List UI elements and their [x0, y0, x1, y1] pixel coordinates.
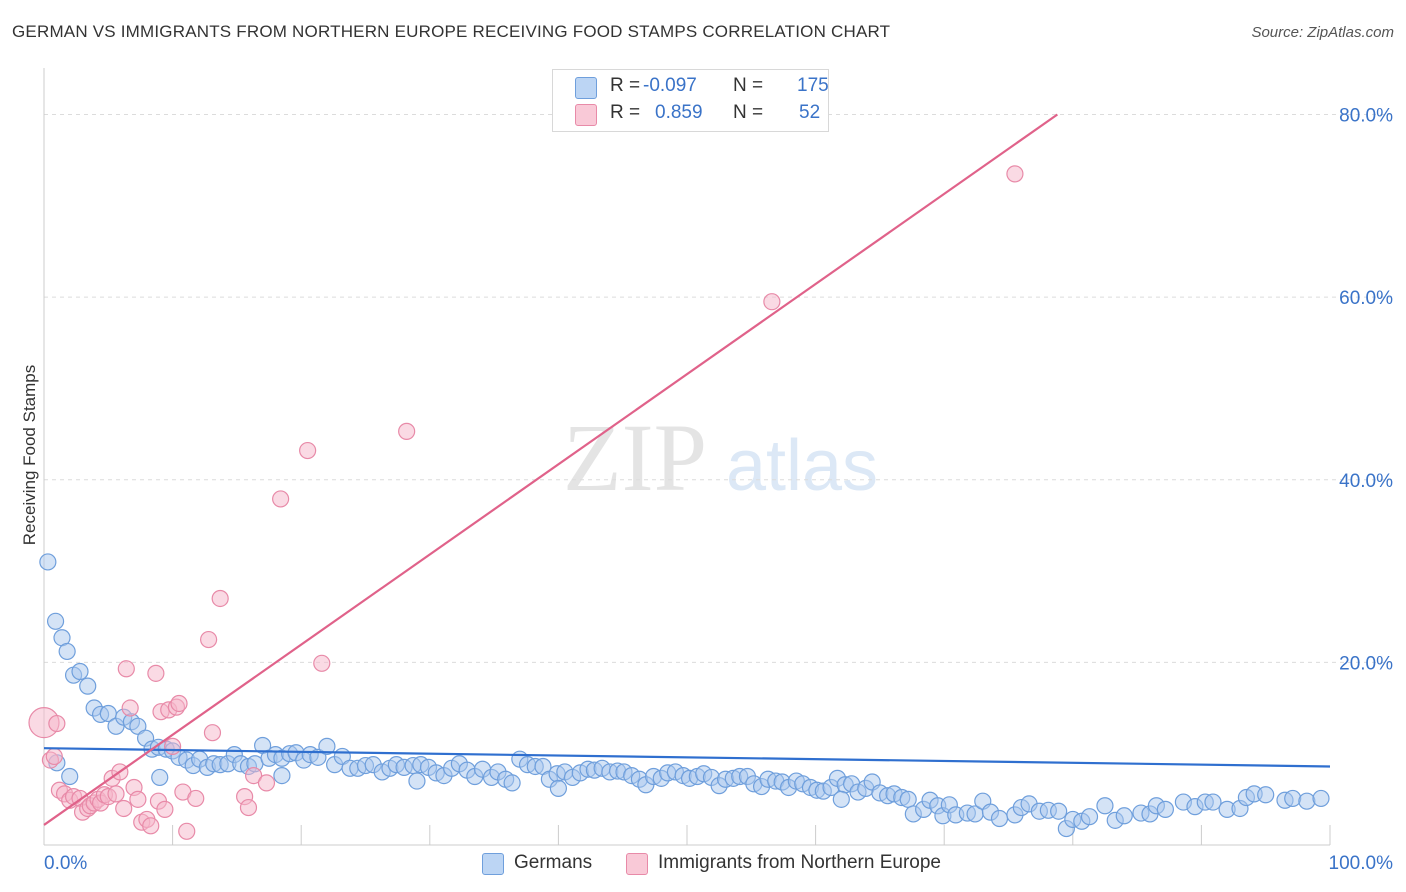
- immigrants-legend-swatch: [626, 853, 648, 875]
- data-point: [1115, 807, 1133, 825]
- data-point: [1050, 802, 1068, 820]
- data-point: [121, 699, 139, 717]
- data-point: [318, 737, 336, 755]
- data-point: [313, 654, 331, 672]
- data-point: [187, 789, 205, 808]
- data-point: [273, 767, 291, 785]
- data-point: [408, 772, 426, 790]
- immigrants-points: [28, 165, 1024, 840]
- data-point: [151, 768, 169, 787]
- data-point: [1312, 789, 1330, 808]
- y-tick-label: 80.0%: [1339, 106, 1393, 127]
- source-label: Source: ZipAtlas.com: [1251, 24, 1394, 41]
- legend-n-label: N =: [733, 75, 764, 96]
- data-point: [58, 642, 76, 661]
- data-point: [61, 767, 79, 786]
- data-point: [899, 790, 917, 808]
- data-point: [147, 664, 165, 682]
- data-point: [46, 612, 65, 630]
- x-tick-labels: 0.0% 100.0%: [44, 853, 1393, 874]
- data-point: [178, 822, 196, 840]
- data-point: [203, 724, 222, 742]
- data-point: [48, 714, 66, 733]
- data-point: [503, 774, 521, 792]
- legend-n-value: 52: [799, 102, 821, 123]
- data-point: [299, 441, 317, 460]
- data-point: [164, 737, 182, 755]
- data-point: [398, 422, 416, 440]
- data-point: [1006, 165, 1024, 183]
- legend-r-value: -0.097: [643, 75, 697, 96]
- data-point: [39, 553, 57, 571]
- legend-r-label: R =: [610, 75, 641, 96]
- data-point: [156, 800, 174, 818]
- data-point: [245, 767, 263, 785]
- trend-lines: [43, 113, 1331, 826]
- data-point: [1204, 793, 1222, 811]
- grid-lines: [44, 114, 1392, 663]
- data-point: [170, 694, 188, 713]
- data-point: [71, 662, 89, 681]
- x-tick-label: 0.0%: [44, 853, 87, 874]
- germans-legend-label: Germans: [514, 852, 593, 873]
- watermark-atlas: atlas: [726, 426, 878, 506]
- data-point: [200, 630, 218, 649]
- data-point: [1298, 792, 1316, 810]
- correlation-legend: R = -0.097 N = 175 R = 0.859 N = 52: [552, 69, 829, 132]
- y-tick-labels: 20.0% 40.0% 60.0% 80.0%: [1339, 106, 1393, 675]
- data-point: [763, 293, 781, 311]
- data-point: [239, 798, 258, 817]
- data-point: [107, 785, 125, 803]
- legend-r-value: 0.859: [655, 102, 703, 123]
- y-tick-label: 20.0%: [1339, 653, 1393, 674]
- immigrants-legend-label: Immigrants from Northern Europe: [658, 852, 941, 873]
- legend-r-label: R =: [610, 102, 641, 123]
- legend-n-value: 175: [797, 75, 829, 96]
- watermark-zip: ZIP: [563, 404, 707, 511]
- data-point: [1257, 786, 1275, 804]
- y-tick-label: 40.0%: [1339, 471, 1393, 492]
- immigrants-swatch: [575, 104, 597, 126]
- chart-title: GERMAN VS IMMIGRANTS FROM NORTHERN EUROP…: [12, 22, 891, 41]
- germans-legend-swatch: [482, 853, 504, 875]
- data-point: [990, 809, 1009, 828]
- data-point: [79, 677, 97, 695]
- data-point: [129, 717, 147, 735]
- data-point: [1080, 808, 1099, 826]
- data-point: [1284, 789, 1302, 808]
- germans-points: [39, 553, 1330, 838]
- data-point: [211, 589, 229, 608]
- legend-n-label: N =: [733, 102, 764, 123]
- data-point: [257, 774, 276, 792]
- germans-trend-line: [43, 747, 1331, 768]
- data-point: [549, 779, 568, 797]
- immigrants-trend-line: [43, 113, 1058, 826]
- data-point: [117, 660, 135, 678]
- germans-swatch: [575, 77, 597, 99]
- data-point: [115, 799, 133, 818]
- data-point: [45, 747, 63, 766]
- data-point: [129, 790, 147, 808]
- x-tick-label: 100.0%: [1329, 853, 1394, 874]
- data-point: [832, 790, 850, 808]
- data-point: [1156, 800, 1174, 818]
- data-point: [272, 490, 290, 508]
- y-tick-label: 60.0%: [1339, 288, 1393, 309]
- watermark: ZIP atlas: [563, 404, 878, 511]
- data-point: [1096, 797, 1114, 815]
- data-point: [142, 817, 160, 835]
